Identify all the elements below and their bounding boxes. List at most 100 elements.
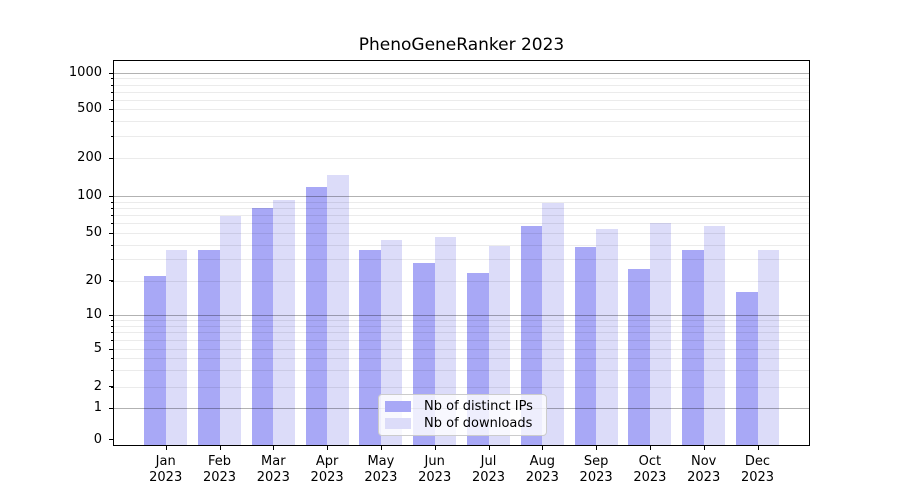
gridline-minor <box>113 386 810 388</box>
x-tick-label-feb: Feb 2023 <box>190 454 250 487</box>
y-tick-label-0: 0 <box>93 431 102 447</box>
bar-mar-distinct-ips <box>251 207 274 446</box>
y-tick-label-5: 5 <box>93 341 102 356</box>
bar-apr-downloads <box>327 174 349 446</box>
y-minortick <box>110 136 113 138</box>
y-tick-0 <box>108 439 113 441</box>
legend-swatch-downloads <box>385 418 411 429</box>
y-tick-50 <box>108 232 113 234</box>
x-tick-feb <box>219 445 221 450</box>
x-tick-jul <box>488 445 490 450</box>
x-tick-year-sep: 2023 <box>579 470 613 485</box>
x-tick-aug <box>542 445 544 450</box>
x-tick-month-aug: Aug <box>529 453 555 469</box>
y-tick-5 <box>108 348 113 350</box>
y-tick-label-100: 100 <box>77 188 102 203</box>
gridline-minor <box>113 207 810 209</box>
x-tick-jan <box>165 445 167 450</box>
bar-oct-downloads <box>649 223 672 446</box>
y-tick-100 <box>108 195 113 197</box>
bar-may-distinct-ips <box>359 250 381 446</box>
x-tick-year-oct: 2023 <box>633 470 667 485</box>
x-tick-month-apr: Apr <box>315 453 339 469</box>
bar-feb-distinct-ips <box>198 250 220 446</box>
bar-apr-distinct-ips <box>305 187 328 446</box>
y-minortick <box>110 78 113 80</box>
x-tick-month-jul: Jul <box>480 453 497 469</box>
x-tick-year-jun: 2023 <box>418 470 452 485</box>
gridline-minor <box>113 91 810 93</box>
x-tick-year-feb: 2023 <box>202 470 237 485</box>
y-tick-500 <box>108 108 113 110</box>
gridline-minor <box>113 320 810 322</box>
x-tick-label-mar: Mar 2023 <box>243 454 303 487</box>
bar-mar-downloads <box>273 200 295 446</box>
gridline-minor <box>113 84 810 86</box>
bar-sep-distinct-ips <box>574 247 597 446</box>
x-tick-label-dec: Dec 2023 <box>728 454 788 487</box>
y-minortick <box>110 332 113 334</box>
bar-nov-downloads <box>703 226 726 446</box>
y-minortick <box>110 320 113 322</box>
y-minortick <box>110 91 113 93</box>
y-minortick <box>110 201 113 203</box>
y-minortick <box>110 207 113 209</box>
x-tick-dec <box>757 445 759 450</box>
x-tick-may <box>380 445 382 450</box>
y-tick-1 <box>108 407 113 409</box>
gridline-minor <box>113 99 810 101</box>
x-tick-month-dec: Dec <box>744 453 771 469</box>
gridline-minor <box>113 244 810 246</box>
y-minortick <box>110 84 113 86</box>
gridline-minor <box>113 369 810 371</box>
gridline-minor <box>113 332 810 334</box>
y-minortick <box>110 340 113 342</box>
x-tick-sep <box>596 445 598 450</box>
plot-border <box>113 59 810 446</box>
y-minortick <box>110 358 113 360</box>
bar-nov-distinct-ips <box>682 250 704 446</box>
x-tick-label-may: May 2023 <box>351 454 411 487</box>
x-tick-label-sep: Sep 2023 <box>566 454 626 487</box>
y-minortick <box>110 369 113 371</box>
x-tick-month-jun: Jun <box>424 453 445 469</box>
bar-aug-downloads <box>542 202 564 446</box>
gridline-minor <box>113 120 810 122</box>
y-minortick <box>110 223 113 225</box>
bar-dec-downloads <box>757 250 779 446</box>
y-tick-label-500: 500 <box>77 101 102 116</box>
x-tick-jun <box>434 445 436 450</box>
gridline-minor <box>113 223 810 225</box>
gridline-major <box>113 315 810 316</box>
x-tick-month-jan: Jan <box>155 453 176 469</box>
bar-jan-distinct-ips <box>144 275 166 446</box>
gridline-minor <box>113 233 810 234</box>
gridline-minor <box>113 215 810 217</box>
x-tick-month-feb: Feb <box>207 453 232 469</box>
x-tick-year-jul: 2023 <box>471 470 506 485</box>
x-tick-month-may: May <box>367 453 395 469</box>
y-minortick <box>110 259 113 261</box>
x-tick-year-dec: 2023 <box>740 470 775 485</box>
y-tick-label-2: 2 <box>93 378 102 394</box>
gridline-minor <box>113 158 810 159</box>
bar-dec-distinct-ips <box>736 291 758 446</box>
y-tick-2 <box>108 386 113 388</box>
gridline-major <box>113 73 810 74</box>
chart-title: PhenoGeneRanker 2023 <box>358 35 565 55</box>
legend-swatch-distinct-ips <box>385 401 411 412</box>
legend-item-downloads: Nb of downloads <box>385 416 538 431</box>
x-tick-label-aug: Aug 2023 <box>512 454 572 487</box>
x-tick-oct <box>649 445 651 450</box>
gridline-minor <box>113 109 810 110</box>
bar-feb-downloads <box>219 215 241 446</box>
x-tick-month-nov: Nov <box>691 453 717 469</box>
y-tick-label-50: 50 <box>85 225 102 240</box>
x-tick-year-jan: 2023 <box>149 470 183 485</box>
x-tick-label-oct: Oct 2023 <box>620 454 680 487</box>
bar-sep-downloads <box>596 228 618 446</box>
y-tick-1000 <box>108 72 113 74</box>
legend: Nb of distinct IPs Nb of downloads <box>378 394 547 436</box>
gridline-minor <box>113 259 810 261</box>
